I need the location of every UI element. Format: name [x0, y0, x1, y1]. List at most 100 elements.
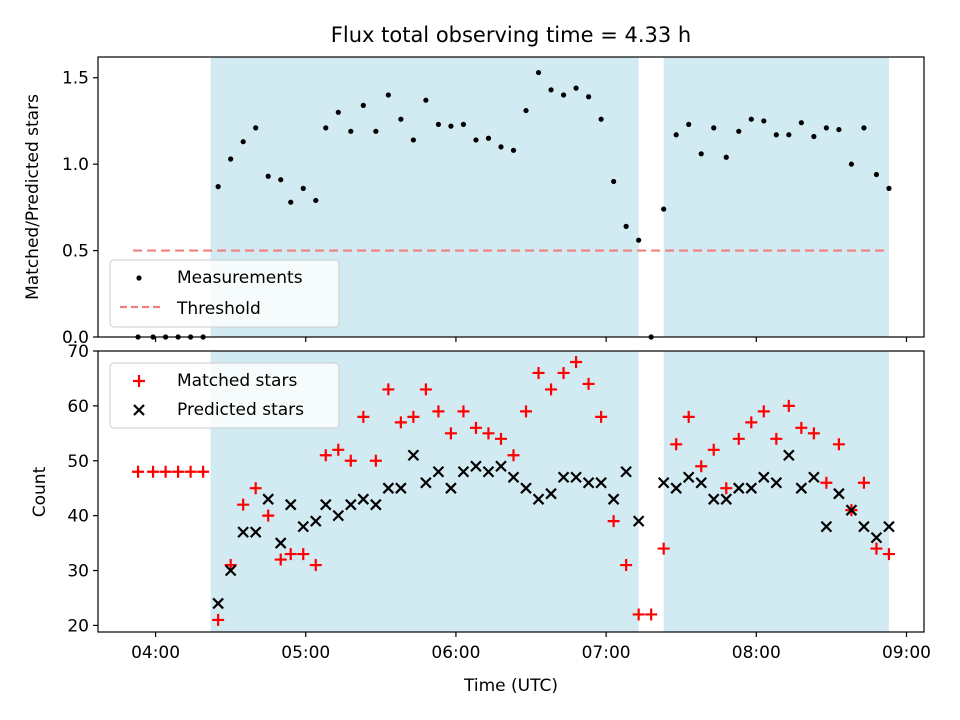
matched-star-point	[582, 377, 595, 390]
top-x-ticks	[154, 337, 908, 342]
matched-star-point	[457, 405, 470, 418]
predicted-star-point	[309, 515, 322, 527]
matched-star-point	[382, 383, 395, 396]
measurement-point	[861, 125, 867, 131]
matched-star-point	[432, 405, 445, 418]
measurement-point	[385, 92, 391, 98]
predicted-star-point	[297, 520, 310, 533]
matched-star-point	[262, 509, 275, 522]
matched-star-point	[274, 553, 287, 566]
predicted-star-point	[557, 471, 570, 484]
measurement-point	[736, 128, 742, 134]
bottom-y-tick-label: 40	[67, 507, 89, 527]
predicted-star-point	[808, 471, 820, 484]
bottom-y-tick-label: 60	[67, 397, 89, 417]
predicted-star-point	[445, 482, 457, 494]
predicted-star-point	[237, 526, 249, 538]
matched-star-point	[632, 608, 645, 621]
measurement-point	[573, 85, 579, 91]
matched-star-point	[407, 410, 420, 423]
predicted-star-point	[382, 482, 395, 494]
matched-star-point	[757, 405, 770, 418]
predicted-star-point	[758, 471, 770, 484]
matched-star-point	[807, 427, 820, 440]
measurement-point	[265, 173, 271, 179]
bottom-y-tick-label: 70	[67, 342, 89, 362]
x-tick-label: 07:00	[582, 643, 631, 663]
bottom-y-axis: 20 30 40 50 60 70	[67, 342, 98, 636]
top-y-axis-label: Matched/Predicted stars	[23, 94, 43, 300]
x-tick-label: 08:00	[732, 643, 781, 663]
measurement-point	[253, 125, 259, 131]
top-y-tick-label: 1.0	[62, 155, 89, 175]
matched-star-point	[595, 410, 608, 423]
bottom-legend-box	[109, 362, 340, 429]
predicted-star-point	[582, 476, 595, 489]
matched-star-point	[184, 465, 197, 478]
bottom-shaded-interval-1	[663, 351, 889, 632]
matched-star-point	[732, 432, 745, 445]
top-y-tick-label: 0.0	[62, 328, 89, 348]
measurement-point	[373, 128, 379, 134]
bottom-legend: Matched stars Predicted stars	[109, 362, 340, 429]
measurement-point	[300, 185, 306, 191]
measurement-point	[435, 121, 442, 128]
measurement-point	[623, 223, 629, 229]
top-shaded-interval-1	[663, 57, 889, 337]
matched-star-point	[770, 432, 783, 445]
matched-star-point	[369, 454, 382, 467]
measurement-point	[748, 116, 754, 122]
measurement-point	[636, 237, 642, 243]
measurement-point	[611, 178, 617, 185]
top-panel-frame	[97, 56, 925, 338]
measurement-point	[348, 128, 354, 134]
predicted-star-point	[262, 493, 274, 505]
measurement-point	[410, 137, 416, 143]
measurement-point	[473, 137, 479, 143]
matched-star-point	[645, 608, 658, 621]
predicted-star-point	[470, 460, 482, 473]
matched-star-point	[857, 476, 870, 489]
matched-star-point	[782, 399, 795, 412]
matched-star-point	[882, 548, 895, 561]
measurement-point	[360, 102, 366, 108]
measurement-point	[323, 125, 329, 131]
matched-star-point	[570, 355, 583, 368]
matched-star-point	[237, 498, 250, 511]
matched-star-point	[419, 383, 432, 396]
matched-star-point	[309, 559, 322, 572]
x-tick-label: 09:00	[882, 643, 931, 663]
top-y-axis: 0.0 0.5 1.0 1.5	[62, 69, 98, 348]
predicted-star-point	[770, 476, 783, 489]
predicted-star-point	[657, 476, 670, 489]
matched-star-point	[344, 454, 357, 467]
predicted-star-point	[695, 476, 708, 489]
matched-star-point	[532, 366, 545, 379]
x-tick-label: 05:00	[281, 643, 330, 663]
predicted-star-point	[274, 537, 287, 549]
measurement-point	[448, 123, 454, 129]
matched-star-point	[745, 416, 758, 429]
matched-star-point	[607, 515, 620, 528]
matched-star-point	[147, 465, 160, 478]
top-legend: Measurements Threshold	[109, 259, 340, 328]
matched-star-point	[520, 405, 533, 418]
measurement-point	[313, 197, 319, 204]
measurement-point	[510, 147, 517, 153]
measurement-point	[848, 161, 855, 167]
predicted-star-point	[284, 498, 297, 511]
predicted-star-point	[507, 471, 520, 484]
matched-star-point	[332, 443, 345, 456]
matched-star-point	[720, 482, 733, 495]
measurement-point	[423, 97, 429, 103]
bottom-y-axis-label: Count	[30, 466, 50, 517]
legend-predicted-label: Predicted stars	[177, 400, 304, 420]
predicted-star-point	[420, 476, 432, 489]
measurement-point	[786, 132, 792, 138]
matched-star-point	[820, 476, 833, 489]
measurement-point	[485, 135, 492, 141]
matched-star-point	[159, 465, 172, 478]
predicted-star-point	[570, 471, 582, 484]
x-tick-label: 04:00	[131, 643, 180, 663]
